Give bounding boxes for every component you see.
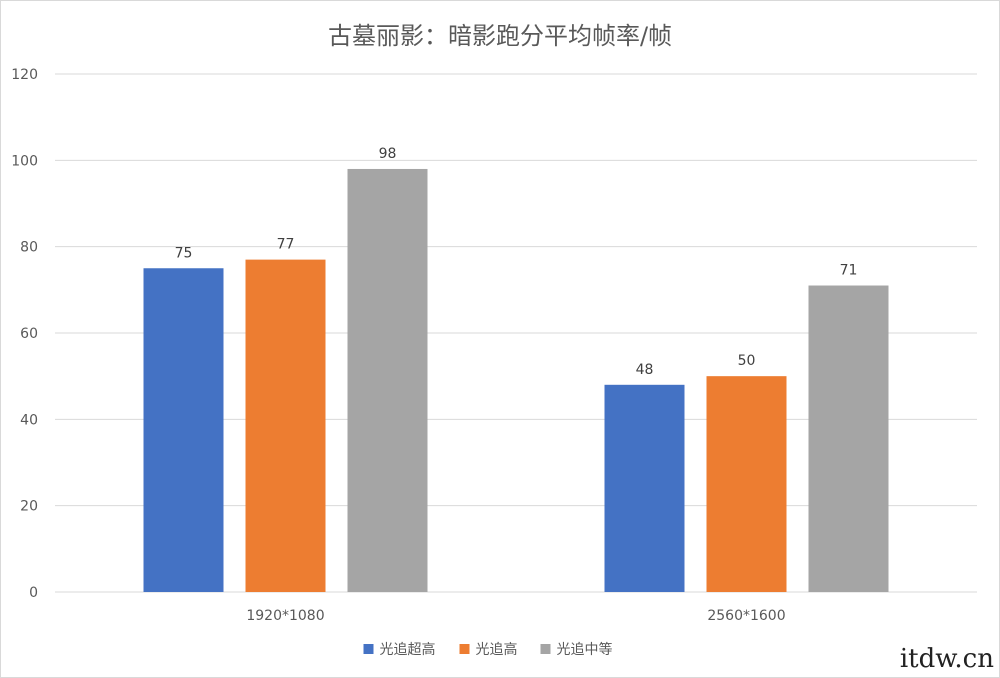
- y-tick-label: 100: [11, 153, 38, 169]
- y-tick-label: 60: [20, 326, 38, 342]
- chart-title: 古墓丽影：暗影跑分平均帧率/帧: [328, 22, 672, 50]
- legend-swatch: [540, 644, 551, 654]
- bar: [143, 268, 224, 592]
- y-tick-label: 40: [20, 412, 38, 428]
- x-axis: 1920*1080 2560*1600: [246, 608, 785, 624]
- legend-label: 光追高: [476, 641, 518, 658]
- legend: 光追超高 光追高 光追中等: [363, 641, 613, 658]
- bar: [706, 376, 787, 592]
- data-label: 48: [636, 362, 654, 378]
- data-label: 77: [277, 237, 295, 253]
- y-axis: 0 20 40 60 80 100 120: [11, 67, 38, 601]
- y-tick-label: 0: [29, 585, 38, 601]
- bars: 75 77 98 48 50 71: [143, 146, 889, 592]
- data-label: 98: [379, 146, 397, 162]
- bar: [604, 384, 685, 592]
- bar: [245, 259, 326, 592]
- y-tick-label: 80: [20, 240, 38, 256]
- data-label: 50: [738, 353, 756, 369]
- x-tick-label: 2560*1600: [707, 608, 785, 624]
- y-tick-label: 120: [11, 67, 38, 83]
- legend-label: 光追中等: [557, 641, 613, 658]
- data-label: 71: [840, 263, 858, 279]
- bar: [347, 168, 428, 592]
- data-label: 75: [175, 245, 193, 261]
- legend-swatch: [363, 644, 374, 654]
- watermark: itdw.cn: [899, 644, 994, 674]
- legend-label: 光追超高: [380, 641, 436, 658]
- bar: [808, 285, 889, 592]
- legend-swatch: [459, 644, 470, 654]
- x-tick-label: 1920*1080: [246, 608, 324, 624]
- y-tick-label: 20: [20, 499, 38, 515]
